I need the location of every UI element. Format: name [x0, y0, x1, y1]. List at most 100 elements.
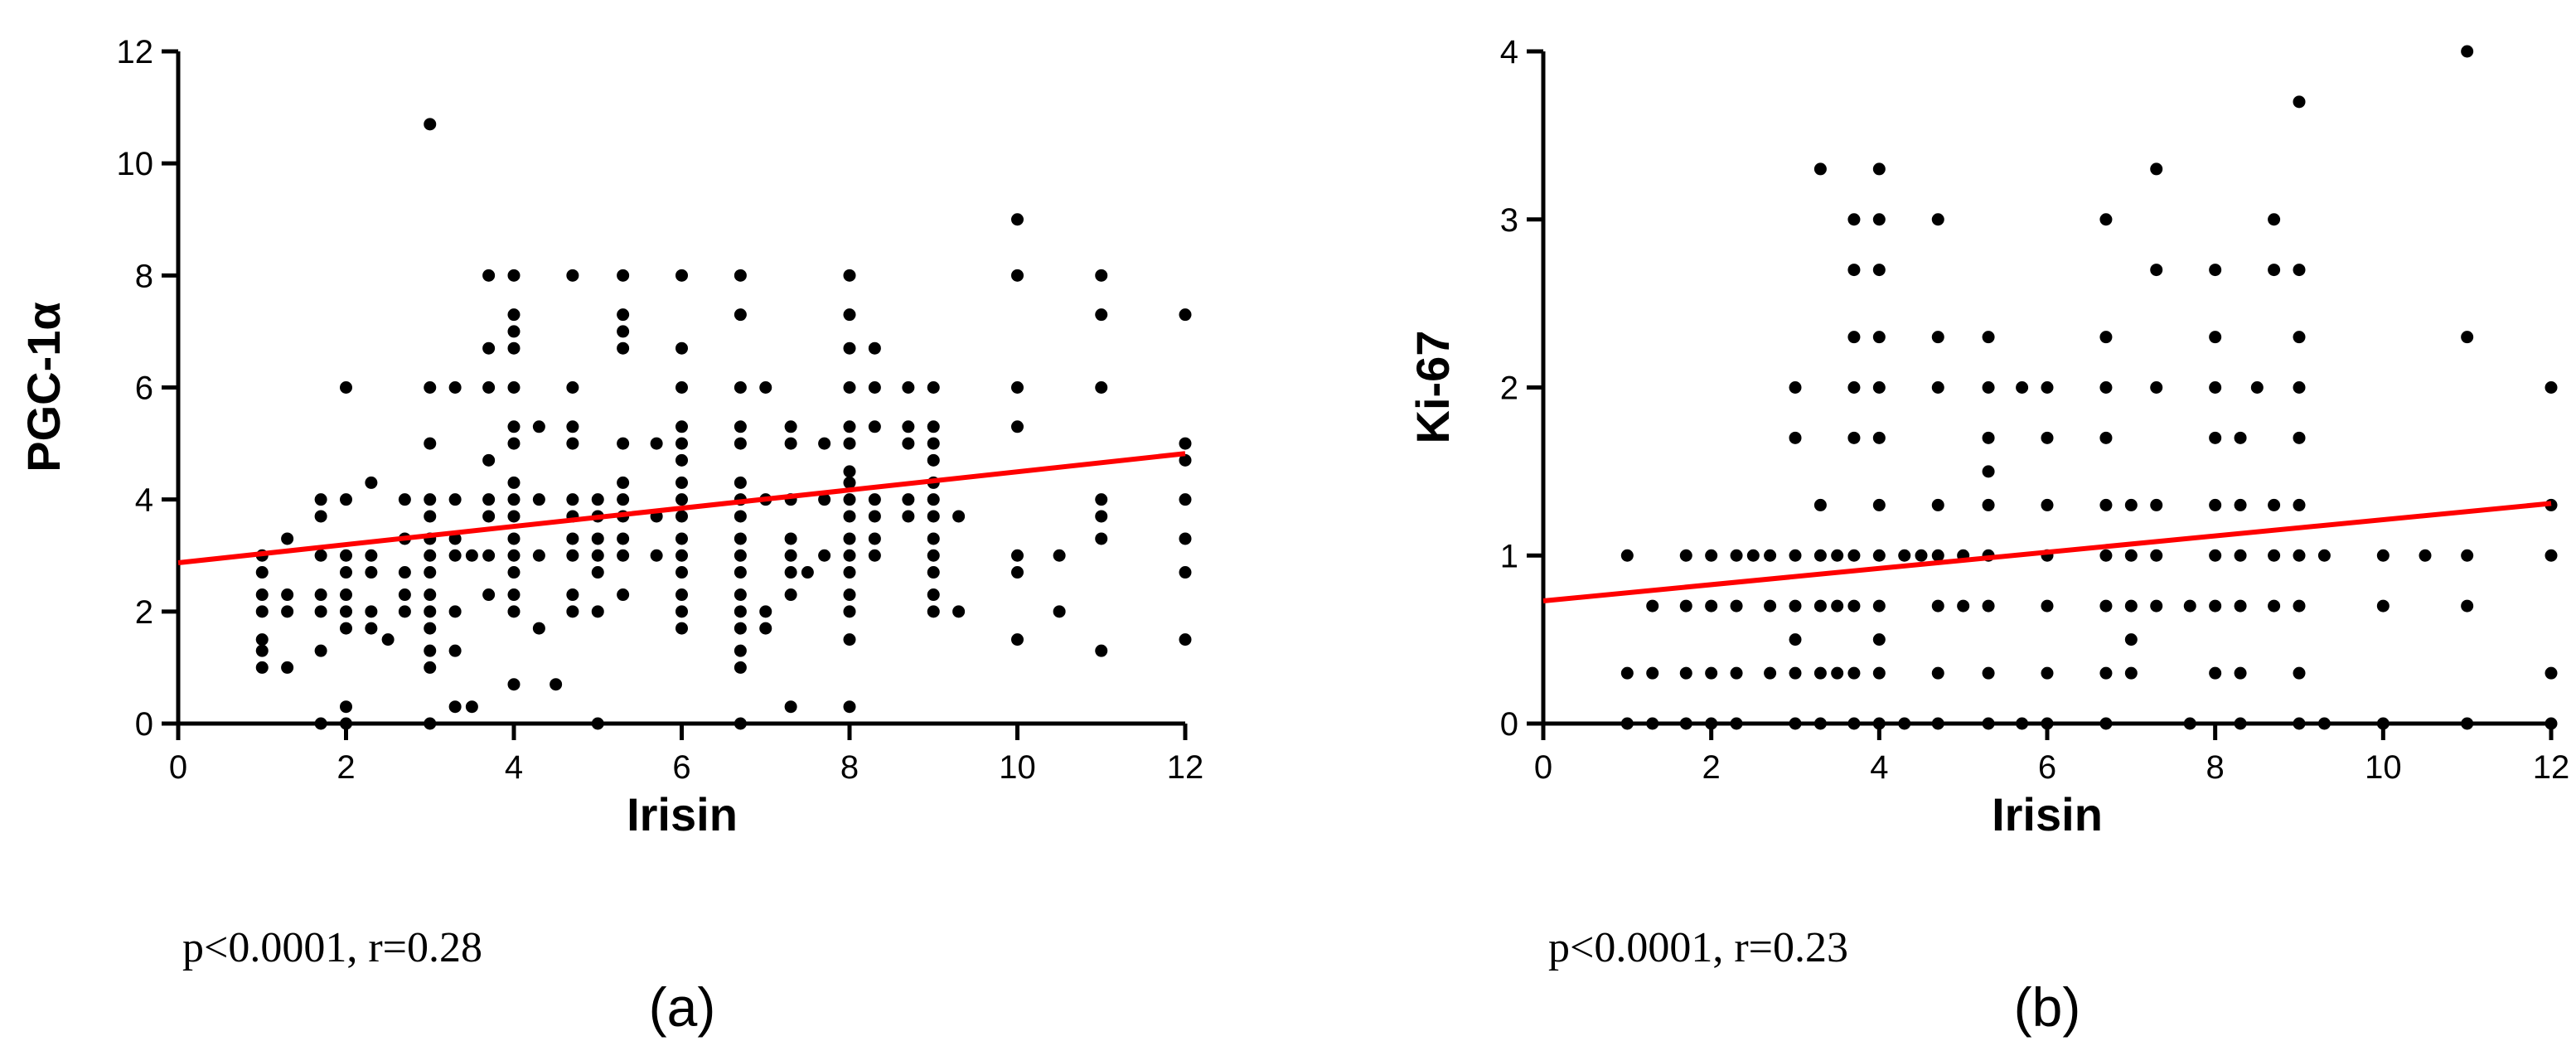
data-point — [591, 549, 604, 562]
data-point — [675, 532, 688, 545]
data-point — [843, 532, 856, 545]
data-point — [1813, 666, 1827, 680]
data-point — [1982, 465, 1995, 478]
data-point — [617, 269, 630, 282]
data-point — [1011, 381, 1024, 394]
y-tick-label: 2 — [1500, 370, 1518, 407]
data-point — [2234, 431, 2247, 444]
data-point — [617, 549, 630, 562]
data-point — [927, 605, 940, 618]
data-point — [2545, 717, 2558, 730]
data-point — [675, 269, 688, 282]
data-point — [424, 622, 437, 635]
data-point — [1931, 666, 1944, 680]
data-point — [2041, 666, 2054, 680]
x-tick-label: 0 — [1534, 749, 1552, 786]
data-point — [2209, 666, 2222, 680]
data-point — [507, 420, 521, 433]
x-tick-label: 4 — [505, 749, 523, 786]
data-point — [340, 566, 352, 579]
data-point — [2099, 549, 2113, 562]
data-point — [675, 437, 688, 450]
data-point — [1179, 453, 1192, 467]
y-ticks: 0 1 2 3 4 — [1500, 34, 1543, 743]
data-point — [734, 510, 747, 523]
data-point — [1620, 717, 1634, 730]
data-point — [2209, 599, 2222, 612]
data-point — [675, 381, 688, 394]
data-point — [314, 510, 327, 523]
data-point — [1813, 162, 1827, 176]
data-point — [448, 381, 462, 394]
x-tick-label: 8 — [2206, 749, 2225, 786]
data-point — [507, 549, 521, 562]
data-point — [1813, 599, 1827, 612]
data-point — [507, 493, 521, 506]
data-point — [1847, 331, 1861, 344]
data-point — [507, 308, 521, 322]
data-point — [340, 549, 352, 562]
y-tick-label: 4 — [1500, 34, 1518, 70]
data-point — [2209, 331, 2222, 344]
data-point — [927, 437, 940, 450]
data-point — [2268, 264, 2281, 277]
data-point — [2419, 549, 2432, 562]
data-point — [1847, 666, 1861, 680]
y-tick-label: 2 — [135, 594, 153, 631]
data-point — [843, 476, 856, 489]
data-point — [784, 566, 797, 579]
data-point — [550, 678, 563, 691]
data-point — [2150, 264, 2163, 277]
data-point — [734, 644, 747, 657]
data-point — [675, 453, 688, 467]
data-point — [507, 476, 521, 489]
regression-line — [1542, 501, 2552, 603]
data-point — [1982, 666, 1995, 680]
data-point — [2234, 549, 2247, 562]
stat-text: p<0.0001, r=0.28 — [182, 924, 482, 971]
data-point — [902, 437, 915, 450]
data-point — [2041, 717, 2054, 730]
data-point — [927, 588, 940, 602]
data-point — [2041, 498, 2054, 511]
data-point — [1789, 549, 1802, 562]
data-point — [1646, 599, 1659, 612]
y-axis: 0 2 4 6 8 10 12 — [117, 34, 181, 743]
data-point — [2268, 213, 2281, 226]
data-point — [1931, 331, 1944, 344]
data-point — [566, 381, 579, 394]
data-point — [2268, 599, 2281, 612]
data-point — [2461, 717, 2474, 730]
data-point — [1813, 549, 1827, 562]
data-point — [1095, 532, 1108, 545]
data-point — [927, 532, 940, 545]
x-ticks: 0 2 4 6 8 10 12 — [169, 724, 1203, 786]
data-point — [902, 381, 915, 394]
data-point — [482, 588, 496, 602]
data-point — [2016, 717, 2029, 730]
data-point — [314, 588, 327, 602]
data-point — [1847, 549, 1861, 562]
data-point — [1179, 437, 1192, 450]
data-point — [314, 717, 327, 730]
data-point — [843, 633, 856, 646]
data-point — [2317, 717, 2331, 730]
data-point — [1872, 162, 1886, 176]
data-point — [1730, 666, 1743, 680]
data-point — [314, 493, 327, 506]
data-point — [591, 532, 604, 545]
data-point — [759, 605, 772, 618]
data-point — [2545, 666, 2558, 680]
data-point — [801, 566, 814, 579]
data-point — [2293, 95, 2306, 109]
data-point — [1813, 498, 1827, 511]
data-point — [617, 493, 630, 506]
data-point — [734, 420, 747, 433]
data-point — [1789, 633, 1802, 646]
data-point — [2461, 331, 2474, 344]
data-point — [675, 476, 688, 489]
data-point — [2234, 717, 2247, 730]
data-point — [314, 549, 327, 562]
data-point — [2293, 599, 2306, 612]
data-point — [482, 269, 496, 282]
